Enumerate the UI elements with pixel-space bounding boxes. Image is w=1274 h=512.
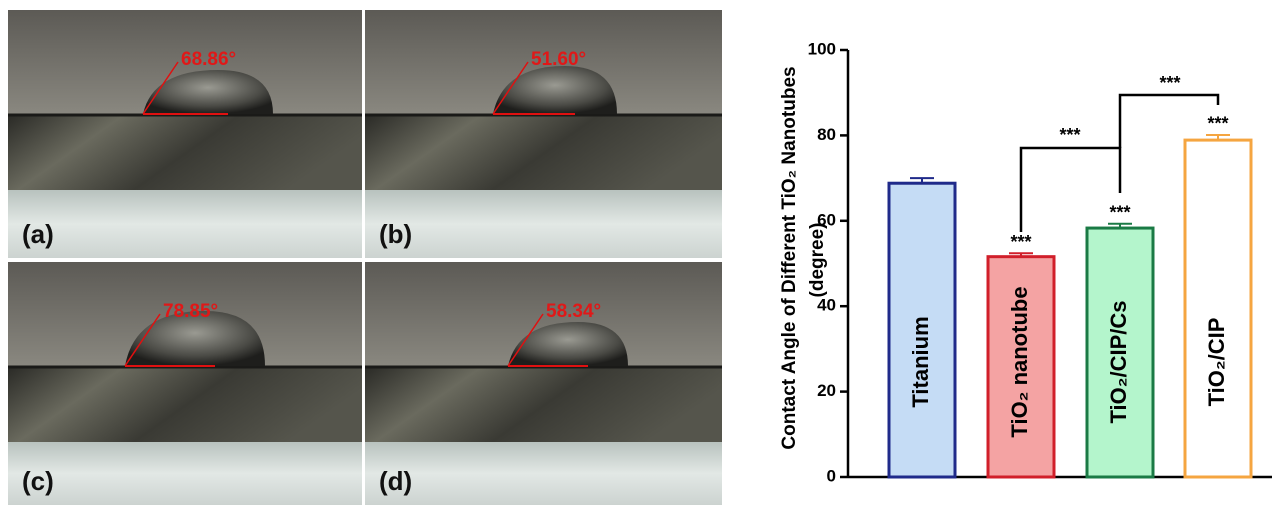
photo-panel: 51.60° (b) <box>365 10 722 258</box>
significance-label: *** <box>1109 203 1130 223</box>
significance-label: *** <box>1010 232 1031 252</box>
panel-label: (c) <box>22 466 54 496</box>
significance-label: *** <box>1159 73 1180 93</box>
photo-substrate <box>365 367 722 442</box>
photo-substrate <box>8 115 362 190</box>
photo-base <box>365 442 722 505</box>
photo-panel: 78.85° (c) <box>8 262 362 505</box>
bar-label: TiO₂/CIP/Cs <box>1106 300 1131 423</box>
y-tick-label: 0 <box>827 466 836 485</box>
photo-base <box>365 190 722 258</box>
photo-panel: 68.86° (a) <box>8 10 362 258</box>
significance-label: *** <box>1059 125 1080 145</box>
y-axis-label: (degree) <box>807 223 828 298</box>
y-tick-label: 40 <box>817 296 836 315</box>
panel-label: (b) <box>379 219 412 249</box>
panel-label: (a) <box>22 219 54 249</box>
photo-substrate <box>8 367 362 442</box>
angle-label: 51.60° <box>531 49 586 70</box>
bar-label: Titanium <box>908 316 933 407</box>
bar <box>1185 140 1251 477</box>
photo-base <box>8 190 362 258</box>
figure: 68.86° (a) 51.60° (b) 78.85° (c) 58.34° (d) 0 20 4… <box>0 0 1274 507</box>
bracket <box>1021 148 1120 232</box>
angle-label: 68.86° <box>181 49 236 70</box>
bar-label: TiO₂/CIP <box>1204 318 1229 407</box>
y-tick-label: 100 <box>808 39 836 58</box>
significance-label: *** <box>1207 114 1228 134</box>
angle-label: 58.34° <box>546 301 601 322</box>
y-tick-label: 80 <box>817 125 836 144</box>
angle-label: 78.85° <box>163 301 218 322</box>
photo-substrate <box>365 115 722 190</box>
panel-label: (d) <box>379 466 412 496</box>
y-axis-label: Contact Angle of Different TiO₂ Nanotube… <box>779 66 800 449</box>
photo-panel: 58.34° (d) <box>365 262 722 505</box>
y-tick-label: 20 <box>817 381 836 400</box>
bar-label: TiO₂ nanotube <box>1007 286 1032 437</box>
photo-base <box>8 442 362 505</box>
